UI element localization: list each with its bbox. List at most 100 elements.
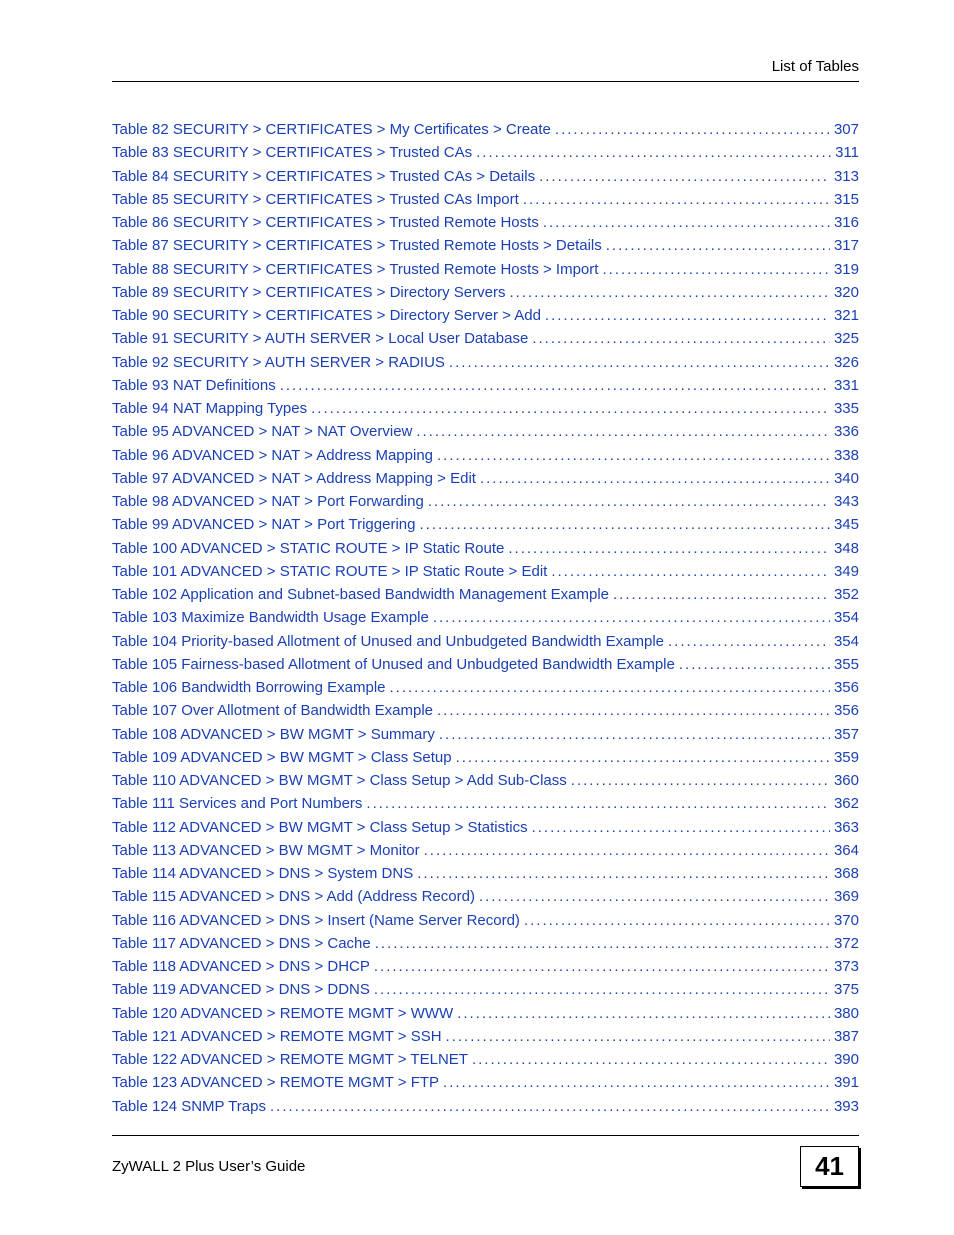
toc-entry[interactable]: Table 121 ADVANCED > REMOTE MGMT > SSH 3…	[112, 1025, 859, 1048]
toc-entry[interactable]: Table 90 SECURITY > CERTIFICATES > Direc…	[112, 304, 859, 327]
toc-entry-label: Table 109 ADVANCED > BW MGMT > Class Set…	[112, 746, 452, 769]
toc-entry-page: 354	[834, 630, 859, 653]
toc-entry[interactable]: Table 87 SECURITY > CERTIFICATES > Trust…	[112, 234, 859, 257]
toc-entry[interactable]: Table 96 ADVANCED > NAT > Address Mappin…	[112, 444, 859, 467]
toc-entry-label: Table 111 Services and Port Numbers	[112, 792, 362, 815]
toc-entry[interactable]: Table 83 SECURITY > CERTIFICATES > Trust…	[112, 141, 859, 164]
toc-leader	[551, 560, 830, 583]
toc-entry[interactable]: Table 113 ADVANCED > BW MGMT > Monitor 3…	[112, 839, 859, 862]
toc-entry[interactable]: Table 116 ADVANCED > DNS > Insert (Name …	[112, 909, 859, 932]
toc-entry-label: Table 101 ADVANCED > STATIC ROUTE > IP S…	[112, 560, 547, 583]
toc-entry-page: 338	[834, 444, 859, 467]
toc-leader	[424, 839, 830, 862]
toc-leader	[602, 258, 830, 281]
toc-entry[interactable]: Table 84 SECURITY > CERTIFICATES > Trust…	[112, 165, 859, 188]
toc-leader	[443, 1071, 830, 1094]
toc-entry[interactable]: Table 104 Priority-based Allotment of Un…	[112, 630, 859, 653]
toc-entry[interactable]: Table 91 SECURITY > AUTH SERVER > Local …	[112, 327, 859, 350]
toc-entry-label: Table 92 SECURITY > AUTH SERVER > RADIUS	[112, 351, 445, 374]
toc-entry-page: 355	[834, 653, 859, 676]
toc-leader	[613, 583, 830, 606]
toc-entry-label: Table 122 ADVANCED > REMOTE MGMT > TELNE…	[112, 1048, 468, 1071]
toc-entry[interactable]: Table 112 ADVANCED > BW MGMT > Class Set…	[112, 816, 859, 839]
toc-leader	[539, 165, 830, 188]
toc-entry[interactable]: Table 88 SECURITY > CERTIFICATES > Trust…	[112, 258, 859, 281]
toc-entry[interactable]: Table 107 Over Allotment of Bandwidth Ex…	[112, 699, 859, 722]
page-header: List of Tables	[112, 58, 859, 82]
toc-entry-page: 315	[834, 188, 859, 211]
toc-entry[interactable]: Table 86 SECURITY > CERTIFICATES > Trust…	[112, 211, 859, 234]
toc-entry-page: 320	[834, 281, 859, 304]
toc-entry[interactable]: Table 92 SECURITY > AUTH SERVER > RADIUS…	[112, 351, 859, 374]
toc-entry-label: Table 124 SNMP Traps	[112, 1095, 266, 1118]
toc-entry[interactable]: Table 99 ADVANCED > NAT > Port Triggerin…	[112, 513, 859, 536]
toc-leader	[417, 862, 830, 885]
footer-guide-name: ZyWALL 2 Plus User’s Guide	[112, 1158, 305, 1175]
toc-entry-page: 321	[834, 304, 859, 327]
toc-entry-label: Table 117 ADVANCED > DNS > Cache	[112, 932, 371, 955]
toc-leader	[437, 699, 830, 722]
toc-entry[interactable]: Table 109 ADVANCED > BW MGMT > Class Set…	[112, 746, 859, 769]
toc-entry[interactable]: Table 95 ADVANCED > NAT > NAT Overview 3…	[112, 420, 859, 443]
toc-entry-label: Table 90 SECURITY > CERTIFICATES > Direc…	[112, 304, 541, 327]
toc-entry[interactable]: Table 120 ADVANCED > REMOTE MGMT > WWW 3…	[112, 1002, 859, 1025]
toc-leader	[428, 490, 830, 513]
toc-entry[interactable]: Table 124 SNMP Traps 393	[112, 1095, 859, 1118]
toc-entry-page: 349	[834, 560, 859, 583]
toc-entry[interactable]: Table 98 ADVANCED > NAT > Port Forwardin…	[112, 490, 859, 513]
toc-entry[interactable]: Table 85 SECURITY > CERTIFICATES > Trust…	[112, 188, 859, 211]
toc-entry[interactable]: Table 102 Application and Subnet-based B…	[112, 583, 859, 606]
toc-entry[interactable]: Table 108 ADVANCED > BW MGMT > Summary 3…	[112, 723, 859, 746]
toc-entry[interactable]: Table 119 ADVANCED > DNS > DDNS 375	[112, 978, 859, 1001]
toc-entry[interactable]: Table 117 ADVANCED > DNS > Cache 372	[112, 932, 859, 955]
toc-leader	[374, 955, 830, 978]
toc-leader	[679, 653, 830, 676]
toc-entry-label: Table 94 NAT Mapping Types	[112, 397, 307, 420]
toc-list: Table 82 SECURITY > CERTIFICATES > My Ce…	[112, 118, 859, 1118]
toc-entry-label: Table 85 SECURITY > CERTIFICATES > Trust…	[112, 188, 519, 211]
toc-entry-page: 363	[834, 816, 859, 839]
toc-entry[interactable]: Table 100 ADVANCED > STATIC ROUTE > IP S…	[112, 537, 859, 560]
toc-leader	[419, 513, 829, 536]
toc-entry[interactable]: Table 97 ADVANCED > NAT > Address Mappin…	[112, 467, 859, 490]
toc-leader	[532, 327, 830, 350]
toc-leader	[280, 374, 830, 397]
toc-entry[interactable]: Table 105 Fairness-based Allotment of Un…	[112, 653, 859, 676]
toc-entry[interactable]: Table 82 SECURITY > CERTIFICATES > My Ce…	[112, 118, 859, 141]
toc-entry-page: 319	[834, 258, 859, 281]
toc-entry-label: Table 119 ADVANCED > DNS > DDNS	[112, 978, 370, 1001]
toc-leader	[555, 118, 830, 141]
toc-entry-page: 390	[834, 1048, 859, 1071]
toc-entry-label: Table 100 ADVANCED > STATIC ROUTE > IP S…	[112, 537, 504, 560]
page-footer: ZyWALL 2 Plus User’s Guide 41	[112, 1135, 859, 1187]
toc-entry-page: 348	[834, 537, 859, 560]
toc-entry[interactable]: Table 110 ADVANCED > BW MGMT > Class Set…	[112, 769, 859, 792]
toc-leader	[532, 816, 830, 839]
toc-leader	[437, 444, 830, 467]
toc-entry[interactable]: Table 111 Services and Port Numbers 362	[112, 792, 859, 815]
toc-entry[interactable]: Table 122 ADVANCED > REMOTE MGMT > TELNE…	[112, 1048, 859, 1071]
toc-entry-label: Table 91 SECURITY > AUTH SERVER > Local …	[112, 327, 528, 350]
toc-entry[interactable]: Table 123 ADVANCED > REMOTE MGMT > FTP 3…	[112, 1071, 859, 1094]
toc-leader	[446, 1025, 830, 1048]
toc-entry-label: Table 88 SECURITY > CERTIFICATES > Trust…	[112, 258, 598, 281]
toc-leader	[439, 723, 830, 746]
toc-entry-page: 352	[834, 583, 859, 606]
toc-entry-label: Table 116 ADVANCED > DNS > Insert (Name …	[112, 909, 520, 932]
toc-entry-label: Table 120 ADVANCED > REMOTE MGMT > WWW	[112, 1002, 453, 1025]
toc-entry[interactable]: Table 118 ADVANCED > DNS > DHCP 373	[112, 955, 859, 978]
toc-entry-label: Table 89 SECURITY > CERTIFICATES > Direc…	[112, 281, 505, 304]
toc-entry[interactable]: Table 93 NAT Definitions 331	[112, 374, 859, 397]
toc-entry-page: 354	[834, 606, 859, 629]
toc-entry[interactable]: Table 115 ADVANCED > DNS > Add (Address …	[112, 885, 859, 908]
toc-entry[interactable]: Table 94 NAT Mapping Types 335	[112, 397, 859, 420]
toc-entry[interactable]: Table 103 Maximize Bandwidth Usage Examp…	[112, 606, 859, 629]
toc-entry-page: 336	[834, 420, 859, 443]
toc-leader	[390, 676, 830, 699]
toc-entry[interactable]: Table 89 SECURITY > CERTIFICATES > Direc…	[112, 281, 859, 304]
toc-entry[interactable]: Table 114 ADVANCED > DNS > System DNS 36…	[112, 862, 859, 885]
toc-entry[interactable]: Table 106 Bandwidth Borrowing Example 35…	[112, 676, 859, 699]
toc-leader	[476, 141, 831, 164]
toc-entry-page: 364	[834, 839, 859, 862]
toc-entry[interactable]: Table 101 ADVANCED > STATIC ROUTE > IP S…	[112, 560, 859, 583]
